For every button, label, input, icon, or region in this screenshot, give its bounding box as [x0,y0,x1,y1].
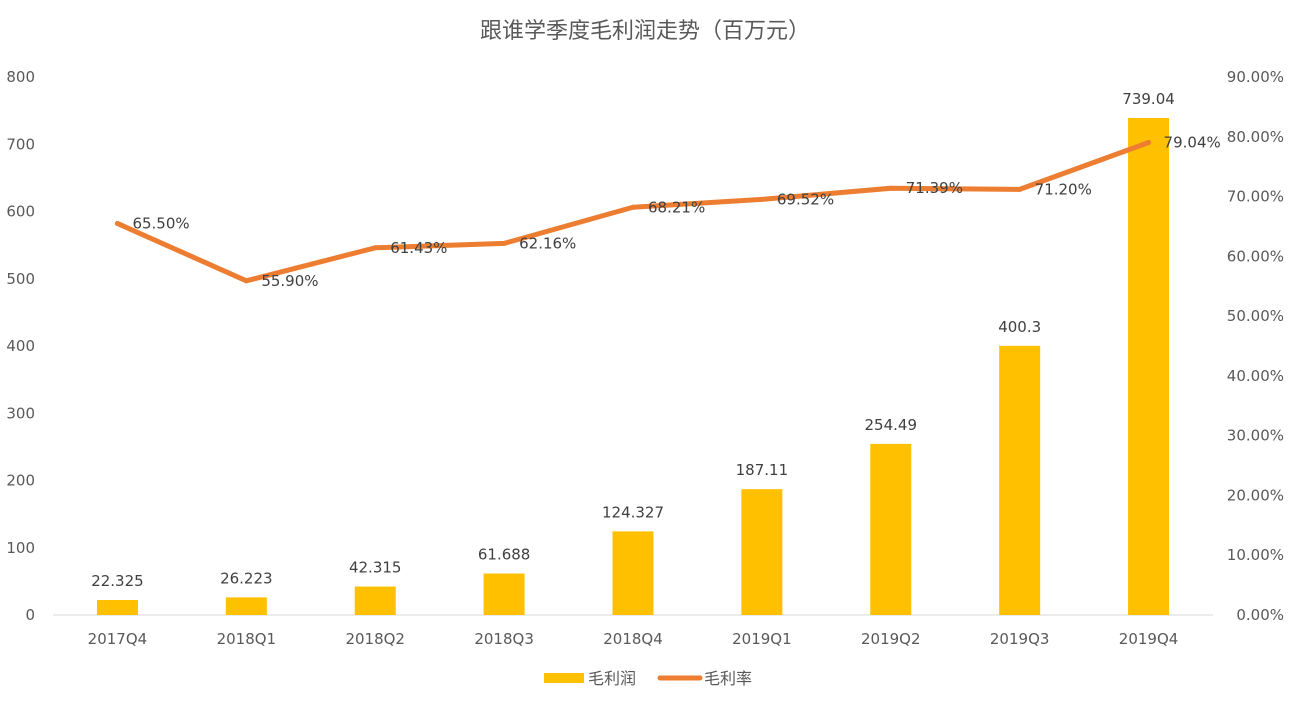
left-axis-tick-label: 200 [6,472,35,490]
right-axis-tick-label: 0.00% [1236,606,1284,624]
right-axis-tick-label: 40.00% [1227,367,1284,385]
line-series [114,140,1152,284]
bar-data-labels: 22.325 26.223 42.315 61.688 124.327 187.11 254… [91,90,1175,590]
left-axis-tick-label: 100 [6,539,35,557]
legend: 毛利润 毛利率 [544,669,752,688]
right-axis-tick-label: 30.00% [1227,427,1284,445]
bar-data-label: 42.315 [349,559,402,577]
x-axis-tick-label: 2017Q4 [88,630,148,648]
left-axis-tick-label: 800 [6,68,35,86]
line-point [759,196,765,202]
left-axis-ticks: 0 100 200 300 400 500 600 700 800 [6,68,35,624]
bar [354,586,396,615]
line-data-label: 65.50% [132,214,189,232]
bar-data-label: 124.327 [602,503,664,521]
line-point [630,204,636,210]
legend-label: 毛利率 [704,669,752,688]
line-data-label: 61.43% [390,239,447,257]
chart-title: 跟谁学季度毛利润走势（百万元） [480,19,810,44]
x-axis-tick-label: 2019Q4 [1119,630,1179,648]
right-axis-tick-label: 80.00% [1227,128,1284,146]
x-axis-tick-label: 2018Q4 [603,630,663,648]
legend-swatch-bar [544,673,584,683]
bar [741,489,783,615]
bar-data-label: 61.688 [478,546,531,564]
left-axis-tick-label: 500 [6,270,35,288]
bar-data-label: 26.223 [220,569,273,587]
bar [483,573,525,615]
line-data-label: 69.52% [777,190,834,208]
bar-data-label: 400.3 [998,318,1041,336]
left-axis-tick-label: 700 [6,135,35,153]
line-path [114,140,1152,284]
line-point [243,278,249,284]
bar [870,443,912,615]
line-point [1017,186,1023,192]
bar [999,345,1041,615]
line-point [114,220,120,226]
line-point [888,185,894,191]
bar-data-label: 22.325 [91,572,144,590]
line-data-label: 68.21% [648,198,705,216]
x-axis-tick-label: 2018Q3 [474,630,534,648]
right-axis-ticks: 0.00% 10.00% 20.00% 30.00% 40.00% 50.00% 60.00… [1227,68,1284,624]
left-axis-tick-label: 300 [6,404,35,422]
left-axis-tick-label: 400 [6,337,35,355]
x-axis-tick-label: 2019Q1 [732,630,792,648]
right-axis-tick-label: 90.00% [1227,68,1284,86]
x-axis-tick-label: 2018Q2 [345,630,405,648]
x-axis-ticks: 2017Q4 2018Q1 2018Q2 2018Q3 2018Q4 2019Q1 2019… [88,630,1179,648]
left-axis-tick-label: 0 [25,606,35,624]
line-data-label: 71.39% [906,179,963,197]
bar [96,599,138,615]
legend-item-gross-margin: 毛利率 [657,669,752,688]
right-axis-tick-label: 50.00% [1227,307,1284,325]
line-data-label: 62.16% [519,234,576,252]
x-axis-tick-label: 2019Q2 [861,630,921,648]
bar-data-label: 254.49 [865,416,918,434]
left-axis-tick-label: 600 [6,203,35,221]
line-data-label: 79.04% [1164,134,1221,152]
line-data-labels: 65.50% 55.90% 61.43% 62.16% 68.21% 69.52% 71.3… [132,134,1220,290]
bar [225,597,267,615]
line-point [372,245,378,251]
right-axis-tick-label: 70.00% [1227,188,1284,206]
bar [612,531,654,615]
bar-data-label: 739.04 [1122,90,1175,108]
bar-series [96,117,1170,615]
right-axis-tick-label: 10.00% [1227,546,1284,564]
x-axis-tick-label: 2018Q1 [217,630,277,648]
line-data-label: 55.90% [261,272,318,290]
x-axis-tick-label: 2019Q3 [990,630,1050,648]
line-point [501,240,507,246]
legend-label: 毛利润 [588,669,636,688]
right-axis-tick-label: 20.00% [1227,486,1284,504]
bar-data-label: 187.11 [736,461,789,479]
legend-item-gross-profit: 毛利润 [544,669,636,688]
bar [1128,117,1170,615]
line-data-label: 71.20% [1035,180,1092,198]
line-point [1146,140,1152,146]
right-axis-tick-label: 60.00% [1227,247,1284,265]
